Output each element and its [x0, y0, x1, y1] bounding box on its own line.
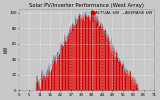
Y-axis label: kW: kW — [4, 46, 8, 53]
Title: Solar PV/Inverter Performance (West Array): Solar PV/Inverter Performance (West Arra… — [29, 4, 144, 8]
Legend: ACTUAL kW, AVERAGE kW: ACTUAL kW, AVERAGE kW — [91, 11, 152, 16]
